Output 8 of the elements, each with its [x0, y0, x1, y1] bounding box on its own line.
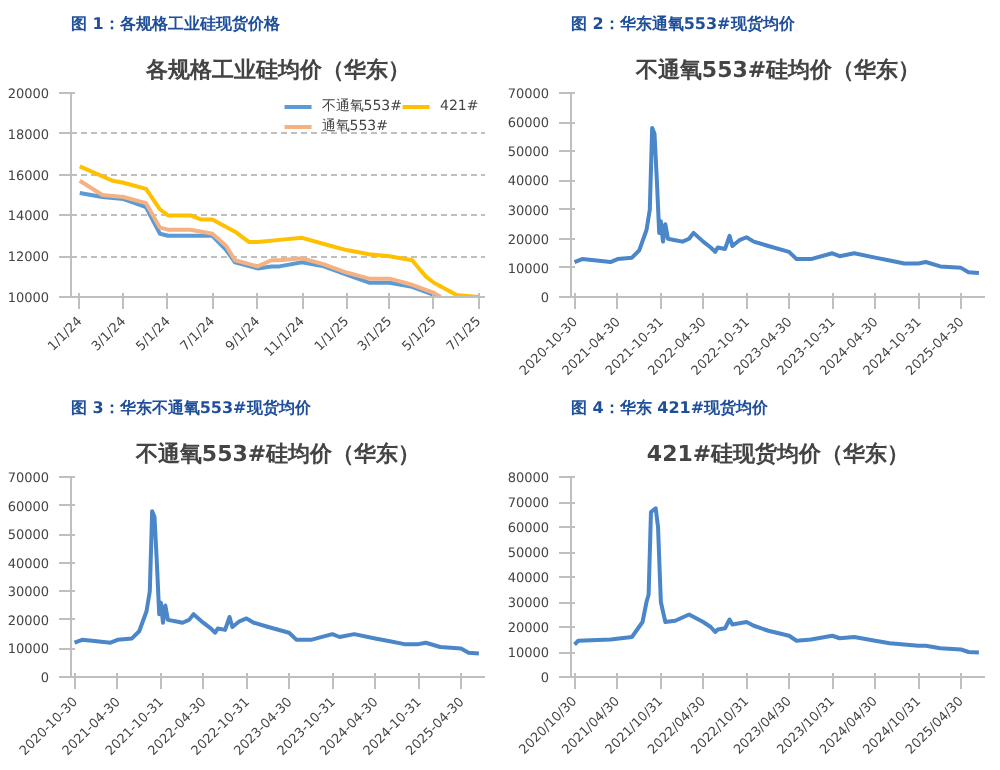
chart-subtitle: 421#硅现货均价（华东）	[646, 441, 910, 467]
chart-subtitle: 各规格工业硅均价（华东）	[144, 57, 410, 83]
chart-subtitle: 不通氧553#硅均价（华东）	[633, 57, 921, 83]
chart-title: 图 2：华东通氧553#现货均价	[571, 15, 797, 33]
chart-title: 图 3：华东不通氧553#现货均价	[71, 399, 313, 417]
chart-title: 图 1：各规格工业硅现货价格	[71, 15, 282, 33]
chart-title: 图 4：华东 421#现货均价	[571, 399, 771, 417]
chart-subtitle: 不通氧553#硅均价（华东）	[133, 441, 421, 467]
